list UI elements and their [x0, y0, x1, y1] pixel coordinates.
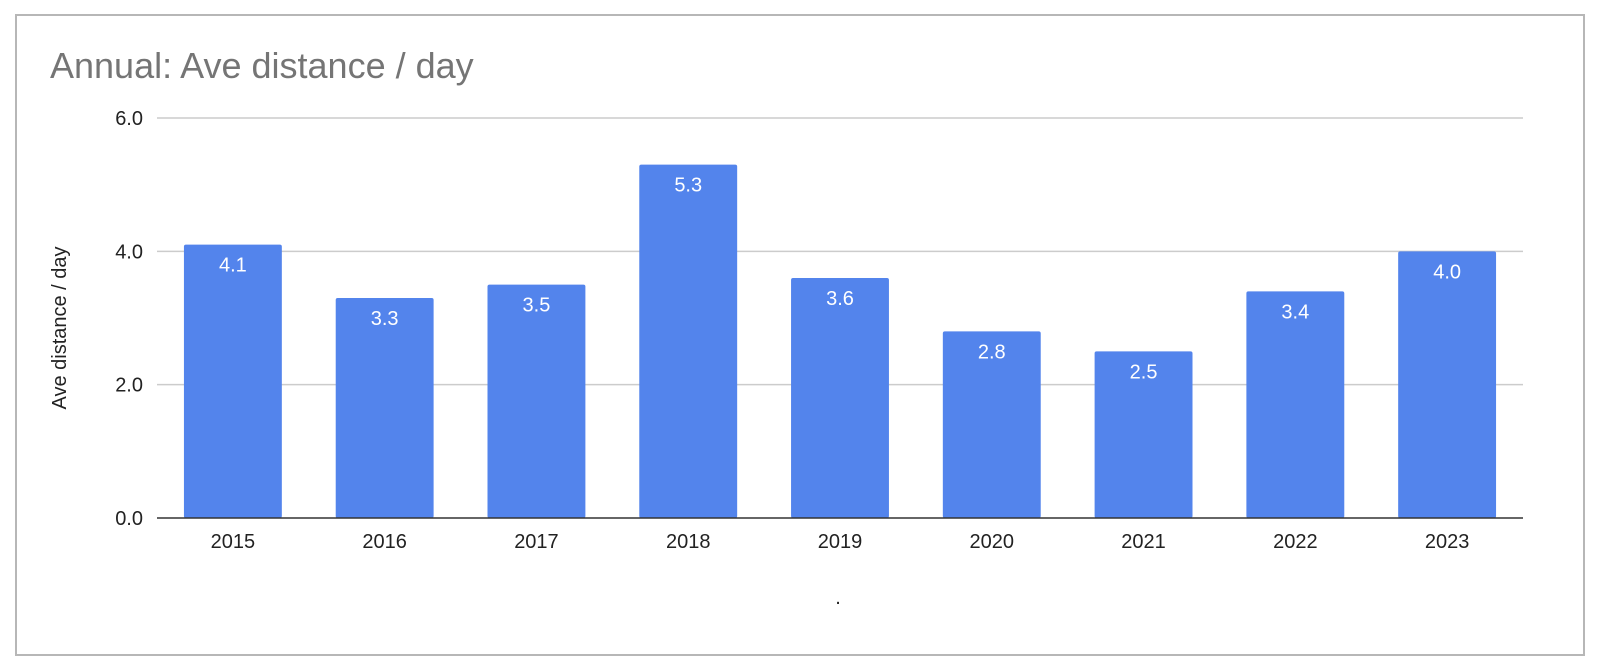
x-axis-title: .	[835, 587, 841, 609]
bar-data-label: 3.5	[523, 295, 551, 317]
x-tick-label: 2016	[362, 531, 407, 553]
bar-2019	[791, 278, 889, 518]
bar-data-label: 4.1	[219, 255, 247, 277]
bar-2023	[1398, 251, 1497, 519]
bar-data-label: 3.3	[371, 308, 399, 330]
x-tick-label: 2019	[818, 531, 863, 553]
bar-2020	[942, 331, 1041, 518]
bar-2021	[1094, 351, 1193, 518]
y-tick-label: 0.0	[115, 508, 143, 530]
x-tick-label: 2020	[970, 531, 1015, 553]
y-tick-label: 6.0	[115, 108, 143, 130]
y-axis-title: Ave distance / day	[49, 246, 71, 409]
bar-2015	[183, 244, 282, 518]
chart-title: Annual: Ave distance / day	[50, 45, 474, 86]
bar-data-label: 4.0	[1433, 261, 1461, 283]
x-axis-ticks: 2015 2016 2017 2018 2019 2020 2021 2022 2023	[211, 531, 1470, 553]
x-tick-label: 2022	[1273, 531, 1318, 553]
bar-2016	[335, 298, 434, 518]
x-tick-label: 2018	[666, 531, 711, 553]
bar-2017	[487, 284, 586, 518]
y-tick-label: 2.0	[115, 375, 143, 397]
bars	[183, 164, 1497, 519]
y-tick-label: 4.0	[115, 241, 143, 263]
bar-data-label: 2.8	[978, 341, 1006, 363]
bar-data-label: 3.4	[1281, 301, 1309, 323]
y-axis-ticks: 0.0 2.0 4.0 6.0	[115, 108, 143, 530]
bar-2018	[639, 164, 738, 518]
bar-data-label: 2.5	[1130, 361, 1158, 383]
bar-data-labels: 4.1 3.3 3.5 5.3 3.6 2.8 2.5 3.4 4.0	[219, 175, 1461, 384]
bar-data-label: 3.6	[826, 288, 854, 310]
x-tick-label: 2023	[1425, 531, 1470, 553]
x-tick-label: 2021	[1121, 531, 1166, 553]
bar-2022	[1246, 291, 1345, 518]
x-tick-label: 2015	[211, 531, 256, 553]
x-tick-label: 2017	[514, 531, 559, 553]
bar-data-label: 5.3	[674, 175, 702, 197]
